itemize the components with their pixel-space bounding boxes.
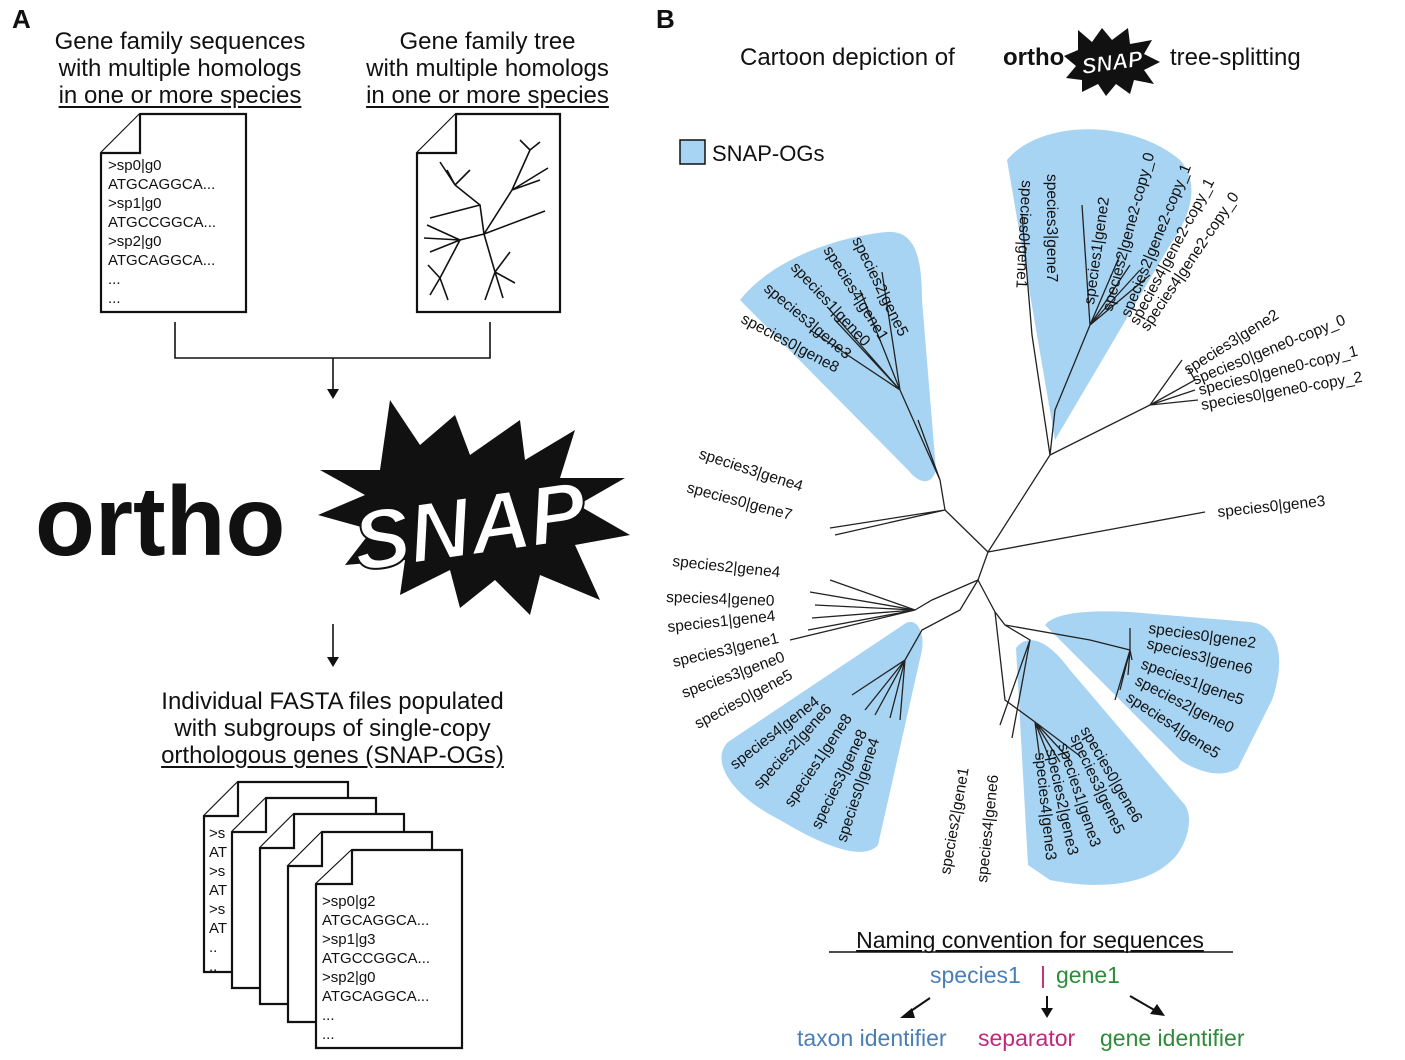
leaf-label: species4|gene6 xyxy=(974,774,1002,883)
clade-highlight-right xyxy=(1045,611,1280,774)
fasta-line: ATGCAGGCA... xyxy=(108,252,215,269)
fasta-line: ATGCCGGCA... xyxy=(108,214,216,231)
sequences-heading-line-2: with multiple homologs xyxy=(58,55,302,82)
tree-heading-line-1: Gene family tree xyxy=(399,28,576,55)
naming-taxon: species1 xyxy=(930,962,1021,988)
output-heading-line-2: with subgroups of single-copy xyxy=(174,715,491,742)
tree-branches xyxy=(789,204,1206,763)
panel-b-label: B xyxy=(656,4,675,34)
taxon-identifier-label: taxon identifier xyxy=(797,1025,947,1051)
leaf-label: species1|gene4 xyxy=(667,608,777,636)
panel-a-graphics: >sp0|g0 ATGCAGGCA... >sp1|g0 ATGCCGGCA..… xyxy=(35,112,630,1050)
output-fasta-line: >sp2|g0 xyxy=(322,969,376,986)
leaf-group-left: species2|gene4 species4|gene0 species1|g… xyxy=(666,553,796,732)
leaf-label: species0|gene1 xyxy=(1012,180,1035,289)
stack-fragment: AT xyxy=(209,920,227,937)
title-logo-prefix: ortho xyxy=(1003,44,1064,71)
clade-highlight-top-left xyxy=(740,231,936,482)
output-fasta-stack: >s AT >s AT >s AT .. .. >sp0|g2 ATGCAGGC… xyxy=(202,780,464,1050)
fasta-line: ... xyxy=(108,290,121,307)
stack-fragment: >s xyxy=(209,825,225,842)
separator-label: separator xyxy=(978,1025,1076,1051)
clade-highlight-bottom xyxy=(1016,640,1190,885)
output-fasta-line: >sp0|g2 xyxy=(322,893,376,910)
leaf-group-right-top: species3|gene2 species0|gene0-copy_0 spe… xyxy=(1181,307,1364,414)
gene-identifier-label: gene identifier xyxy=(1100,1025,1245,1051)
tree-heading: Gene family tree with multiple homologs … xyxy=(345,28,630,109)
output-fasta-line: ATGCAGGCA... xyxy=(322,988,429,1005)
naming-heading: Naming convention for sequences xyxy=(856,927,1204,953)
naming-arrows xyxy=(900,995,1165,1018)
output-heading: Individual FASTA files populated with su… xyxy=(130,688,535,769)
logo-prefix: ortho xyxy=(35,466,285,576)
title-snap-burst-icon xyxy=(1064,28,1160,96)
sequences-heading-line-1: Gene family sequences xyxy=(54,28,306,55)
tree-title-suffix: tree-splitting xyxy=(1170,44,1301,71)
output-fasta-line: ... xyxy=(322,1007,335,1024)
clade-highlight-top xyxy=(1007,129,1192,440)
naming-separator: | xyxy=(1040,962,1046,988)
output-fasta-line: ATGCCGGCA... xyxy=(322,950,430,967)
tree-heading-line-3: in one or more species xyxy=(366,82,609,109)
legend-label: SNAP-OGs xyxy=(712,141,824,166)
panel-a-label: A xyxy=(12,4,31,34)
panel-b-graphics: Cartoon depiction of ortho SNAP tree-spl… xyxy=(666,28,1364,1051)
leaf-label: species3|gene7 xyxy=(1043,174,1060,282)
leaf-label: species2|gene1 xyxy=(937,766,973,876)
sequences-heading-line-3: in one or more species xyxy=(58,82,302,109)
clade-highlight-bottom-left xyxy=(721,621,923,852)
output-fasta-line: ATGCAGGCA... xyxy=(322,912,429,929)
leaf-group-right-single: species0|gene3 xyxy=(1217,493,1326,521)
legend-swatch xyxy=(679,139,706,165)
fasta-line: ATGCAGGCA... xyxy=(108,176,215,193)
leaf-label: species4|gene0 xyxy=(666,589,775,610)
front-document-icon xyxy=(314,848,464,1050)
leaf-group-bottom-pair: species2|gene1 species4|gene6 xyxy=(937,766,1002,883)
tree-title-prefix: Cartoon depiction of xyxy=(740,44,955,71)
leaf-label: species0|gene3 xyxy=(1217,493,1326,521)
tree-heading-line-2: with multiple homologs xyxy=(366,55,609,82)
leaf-label: species2|gene4 xyxy=(672,553,782,581)
output-fasta-line: >sp1|g3 xyxy=(322,931,376,948)
naming-gene: gene1 xyxy=(1056,962,1120,988)
output-heading-line-3: orthologous genes (SNAP-OGs) xyxy=(161,742,504,769)
tree-document-icon xyxy=(415,112,562,314)
stack-fragment: AT xyxy=(209,844,227,861)
output-fasta-line: ... xyxy=(322,1026,335,1043)
sequences-heading: Gene family sequences with multiple homo… xyxy=(40,28,320,109)
stack-fragment: .. xyxy=(209,939,217,956)
leaf-group-left-pair: species3|gene4 species0|gene7 xyxy=(685,446,805,524)
output-heading-line-1: Individual FASTA files populated xyxy=(161,688,504,715)
fasta-document-icon xyxy=(99,112,248,314)
fasta-line: ... xyxy=(108,271,121,288)
stack-fragment: >s xyxy=(209,901,225,918)
snap-burst-icon xyxy=(318,400,630,615)
fasta-line: >sp1|g0 xyxy=(108,195,162,212)
fasta-line: >sp0|g0 xyxy=(108,157,162,174)
fasta-line: >sp2|g0 xyxy=(108,233,162,250)
stack-fragment: AT xyxy=(209,882,227,899)
stack-fragment: >s xyxy=(209,863,225,880)
stack-fragment: .. xyxy=(209,958,217,975)
leaf-group-top-a: species0|gene1 species3|gene7 xyxy=(1012,174,1060,289)
